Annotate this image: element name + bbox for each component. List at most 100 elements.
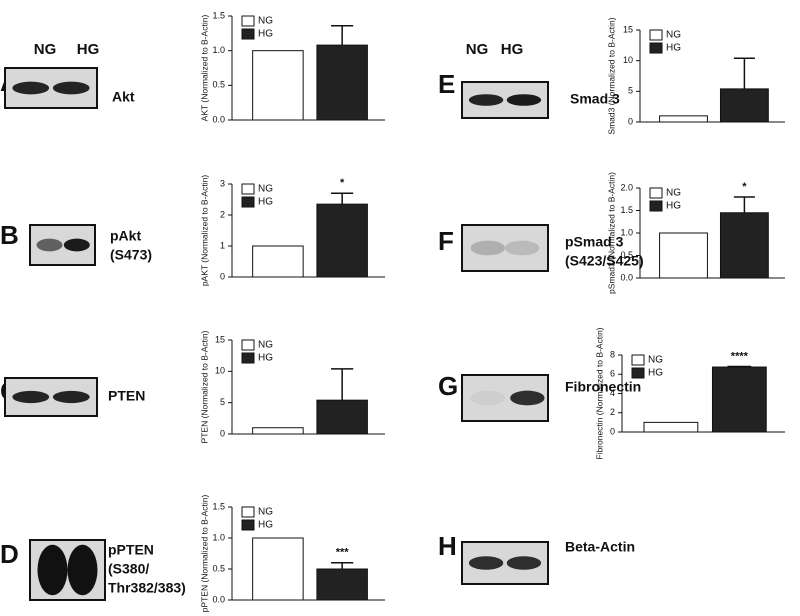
y-tick-label: 5	[220, 397, 225, 407]
y-tick-label: 1	[220, 240, 225, 250]
significance: ***	[336, 547, 350, 559]
bar	[711, 366, 767, 433]
legend-swatch	[649, 200, 663, 212]
legend-swatch	[649, 42, 663, 54]
bar	[252, 245, 304, 278]
legend-swatch	[241, 15, 255, 27]
legend-label: HG	[258, 520, 273, 531]
blot-band	[506, 556, 542, 570]
error-bar	[331, 368, 354, 401]
y-tick-label: 2	[610, 407, 615, 417]
bar	[316, 399, 368, 435]
y-tick-label: 4	[610, 388, 615, 398]
legend-swatch	[241, 519, 255, 531]
bar	[252, 50, 304, 121]
panel-letter: F	[438, 226, 454, 256]
blot-label: (S473)	[110, 247, 152, 263]
y-axis-label: pPTEN (Normalized to B-Actin)	[199, 495, 209, 613]
panel-letter: E	[438, 69, 455, 99]
bar	[316, 203, 368, 278]
blot-band	[470, 390, 505, 406]
y-axis-label: PTEN (Normalized to B-Actin)	[199, 330, 209, 443]
blot-label: PTEN	[108, 388, 145, 404]
lane-header: HG	[77, 41, 100, 58]
y-tick-label: 3	[220, 178, 225, 188]
legend-swatch	[649, 29, 663, 41]
blot-band	[37, 544, 68, 596]
blot-label: (S423/S425)	[565, 253, 644, 269]
y-tick-label: 15	[623, 24, 633, 34]
error-bar	[733, 196, 755, 213]
panel-letter: H	[438, 531, 457, 561]
blot-band	[468, 94, 504, 106]
bar	[659, 115, 708, 123]
blot-band	[63, 238, 90, 252]
y-tick-label: 0	[628, 116, 633, 126]
blot-label: pAkt	[110, 228, 141, 244]
legend-swatch	[241, 28, 255, 40]
lane-header: NG	[34, 41, 57, 58]
legend-label: NG	[666, 188, 681, 199]
y-tick-label: 15	[215, 334, 225, 344]
blot-band	[36, 238, 63, 252]
y-tick-label: 0.5	[212, 563, 225, 573]
y-tick-label: 1.5	[212, 10, 225, 20]
legend-label: NG	[258, 340, 273, 351]
legend-swatch	[241, 183, 255, 195]
significance: ****	[731, 350, 749, 362]
legend-swatch	[241, 506, 255, 518]
legend-label: NG	[258, 184, 273, 195]
lane-header: NG	[466, 41, 489, 58]
y-axis-label: AKT (Normalized to B-Actin)	[199, 15, 209, 122]
y-axis-label: pAKT (Normalized to B-Actin)	[199, 175, 209, 286]
bar	[719, 88, 769, 123]
legend-label: HG	[666, 43, 681, 54]
legend-swatch	[649, 187, 663, 199]
y-tick-label: 10	[623, 55, 633, 65]
error-bar	[331, 562, 354, 569]
y-tick-label: 0	[220, 428, 225, 438]
y-axis-label: Fibronectin (Normalized to B-Actin)	[594, 327, 604, 459]
y-tick-label: 1.0	[212, 45, 225, 55]
blot-band	[12, 81, 50, 95]
legend-label: HG	[666, 201, 681, 212]
y-axis-label: pSmad3 (Normalized to B-Actin)	[606, 172, 616, 294]
y-tick-label: 0.0	[620, 272, 633, 282]
bar	[252, 427, 304, 435]
y-tick-label: 6	[610, 369, 615, 379]
legend-label: HG	[258, 29, 273, 40]
y-tick-label: 1.5	[620, 205, 633, 215]
blot-band	[12, 390, 50, 404]
legend-label: NG	[258, 16, 273, 27]
significance: *	[340, 177, 345, 189]
blot-label: pSmad 3	[565, 234, 624, 250]
blot-label: Thr382/383)	[108, 580, 186, 596]
blot-band	[67, 544, 98, 596]
blot-band	[52, 81, 90, 95]
y-tick-label: 0	[220, 271, 225, 281]
error-bar	[331, 192, 354, 205]
y-tick-label: 0.0	[212, 594, 225, 604]
bar	[316, 568, 368, 601]
blot-band	[505, 240, 540, 256]
blot-frame	[461, 224, 549, 272]
significance: *	[742, 181, 747, 193]
y-tick-label: 2.0	[620, 182, 633, 192]
legend-label: NG	[258, 507, 273, 518]
bar	[719, 212, 769, 279]
bar	[643, 421, 699, 433]
y-axis-label: Smad3 (Normalized to B-Actin)	[606, 17, 616, 134]
y-tick-label: 0.5	[212, 80, 225, 90]
blot-label: Akt	[112, 89, 135, 105]
legend-label: HG	[648, 368, 663, 379]
blot-label: Smad 3	[570, 91, 620, 107]
legend-label: HG	[258, 197, 273, 208]
legend-label: NG	[648, 355, 663, 366]
legend-label: HG	[258, 353, 273, 364]
legend-swatch	[631, 367, 645, 379]
legend-swatch	[241, 339, 255, 351]
blot-band	[510, 390, 545, 406]
y-tick-label: 10	[215, 366, 225, 376]
